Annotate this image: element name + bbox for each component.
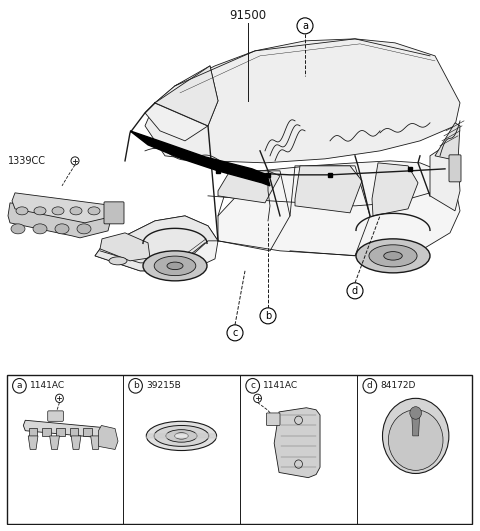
Text: 1141AC: 1141AC [264, 381, 299, 390]
Polygon shape [274, 408, 320, 478]
Circle shape [260, 308, 276, 324]
Text: a: a [17, 381, 22, 390]
Ellipse shape [146, 421, 216, 450]
Ellipse shape [383, 398, 449, 474]
Ellipse shape [11, 224, 25, 234]
FancyBboxPatch shape [48, 411, 63, 421]
Circle shape [12, 379, 26, 393]
FancyBboxPatch shape [7, 375, 472, 524]
Ellipse shape [16, 207, 28, 215]
Polygon shape [12, 193, 115, 223]
Polygon shape [8, 203, 110, 238]
Text: c: c [250, 381, 255, 390]
Ellipse shape [384, 252, 402, 260]
Ellipse shape [52, 207, 64, 215]
Text: b: b [132, 381, 138, 390]
Polygon shape [155, 66, 218, 126]
Ellipse shape [369, 245, 417, 267]
Ellipse shape [175, 433, 188, 439]
Polygon shape [71, 436, 81, 449]
Polygon shape [50, 436, 60, 449]
FancyBboxPatch shape [42, 428, 51, 436]
Ellipse shape [356, 239, 430, 273]
Ellipse shape [154, 256, 196, 276]
Circle shape [363, 379, 377, 393]
Circle shape [129, 379, 143, 393]
Polygon shape [100, 233, 150, 261]
Text: a: a [302, 21, 308, 31]
Text: c: c [232, 328, 238, 338]
Ellipse shape [388, 410, 443, 470]
FancyBboxPatch shape [84, 428, 92, 436]
Ellipse shape [77, 224, 91, 234]
Polygon shape [28, 436, 38, 449]
Text: d: d [367, 381, 372, 390]
Text: 91500: 91500 [229, 10, 266, 22]
Circle shape [227, 325, 243, 341]
Circle shape [297, 18, 313, 34]
Polygon shape [145, 66, 218, 141]
Ellipse shape [55, 224, 69, 234]
FancyBboxPatch shape [70, 428, 78, 436]
Text: d: d [352, 286, 358, 296]
Text: 39215B: 39215B [146, 381, 181, 390]
Ellipse shape [88, 207, 100, 215]
FancyBboxPatch shape [449, 155, 461, 182]
Polygon shape [218, 161, 460, 256]
Polygon shape [98, 425, 118, 449]
Ellipse shape [109, 257, 127, 265]
Polygon shape [91, 436, 100, 449]
Polygon shape [218, 171, 280, 203]
Text: b: b [265, 311, 271, 321]
Ellipse shape [143, 251, 207, 281]
Text: 1339CC: 1339CC [8, 156, 46, 166]
Circle shape [410, 407, 421, 419]
Polygon shape [95, 216, 218, 271]
Text: 1141AC: 1141AC [30, 381, 65, 390]
Polygon shape [24, 420, 105, 438]
Ellipse shape [70, 207, 82, 215]
Polygon shape [130, 131, 270, 186]
Ellipse shape [33, 224, 47, 234]
Polygon shape [430, 146, 460, 211]
Ellipse shape [154, 425, 209, 447]
FancyBboxPatch shape [56, 428, 65, 436]
Text: 84172D: 84172D [381, 381, 416, 390]
Circle shape [347, 283, 363, 299]
Polygon shape [412, 415, 420, 436]
Polygon shape [372, 163, 418, 216]
FancyBboxPatch shape [104, 202, 124, 224]
Ellipse shape [167, 262, 183, 270]
Polygon shape [145, 39, 460, 163]
Polygon shape [435, 123, 460, 161]
FancyBboxPatch shape [266, 413, 280, 425]
Polygon shape [146, 434, 216, 438]
Polygon shape [295, 166, 362, 213]
Polygon shape [95, 216, 218, 271]
Circle shape [246, 379, 260, 393]
FancyBboxPatch shape [29, 428, 37, 436]
Ellipse shape [34, 207, 46, 215]
Ellipse shape [166, 430, 197, 442]
